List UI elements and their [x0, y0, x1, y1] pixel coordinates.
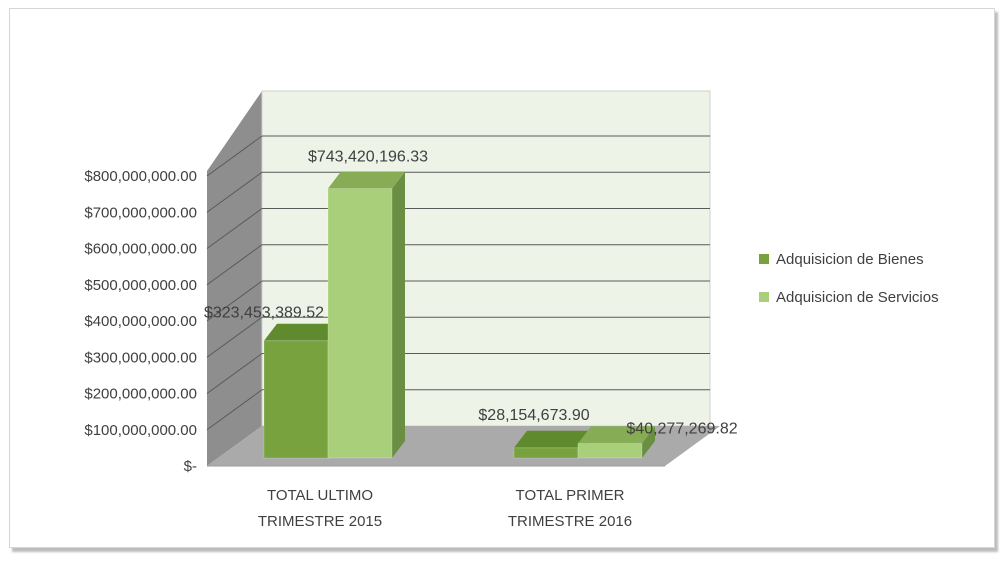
x-tick-label: TOTAL ULTIMO	[267, 487, 373, 504]
y-tick-label: $200,000,000.00	[84, 386, 197, 403]
data-label: $743,420,196.33	[308, 149, 428, 166]
legend-label: Adquisicion de Bienes	[776, 251, 924, 268]
y-tick-label: $600,000,000.00	[84, 241, 197, 258]
y-tick-label: $800,000,000.00	[84, 168, 197, 185]
legend-swatch	[759, 254, 769, 264]
bar-top	[514, 430, 591, 448]
bar-top	[578, 426, 655, 444]
bar-side	[642, 426, 655, 458]
data-label: $323,453,389.52	[204, 305, 324, 322]
x-tick-label: TRIMESTRE 2016	[508, 513, 632, 530]
x-tick-label: TRIMESTRE 2015	[258, 513, 382, 530]
data-label: $28,154,673.90	[478, 407, 589, 424]
bar	[263, 340, 329, 459]
bar	[577, 442, 643, 459]
gridline-diag	[206, 208, 263, 249]
data-label: $40,277,269.82	[626, 420, 737, 437]
gridline-diag	[206, 171, 263, 213]
gridline-diag	[206, 353, 263, 394]
y-tick-label: $500,000,000.00	[84, 277, 197, 294]
y-tick-label: $700,000,000.00	[84, 204, 197, 221]
gridline-diag	[206, 316, 263, 358]
gridline-diag	[206, 135, 263, 177]
gridline-diag	[206, 280, 263, 322]
y-tick-label: $-	[184, 458, 197, 475]
bar	[327, 188, 393, 459]
bar-side	[392, 171, 405, 458]
legend-swatch	[759, 292, 769, 302]
bar-top	[328, 171, 405, 189]
legend-label: Adquisicion de Servicios	[776, 289, 939, 306]
bar-top	[264, 323, 341, 341]
gridline-diag	[206, 244, 263, 286]
x-tick-label: TOTAL PRIMER	[516, 487, 625, 504]
gridline-diag	[206, 389, 263, 431]
y-tick-label: $300,000,000.00	[84, 349, 197, 366]
y-tick-label: $400,000,000.00	[84, 313, 197, 330]
y-tick-label: $100,000,000.00	[84, 422, 197, 439]
side-wall	[207, 91, 262, 466]
bar	[513, 447, 579, 459]
